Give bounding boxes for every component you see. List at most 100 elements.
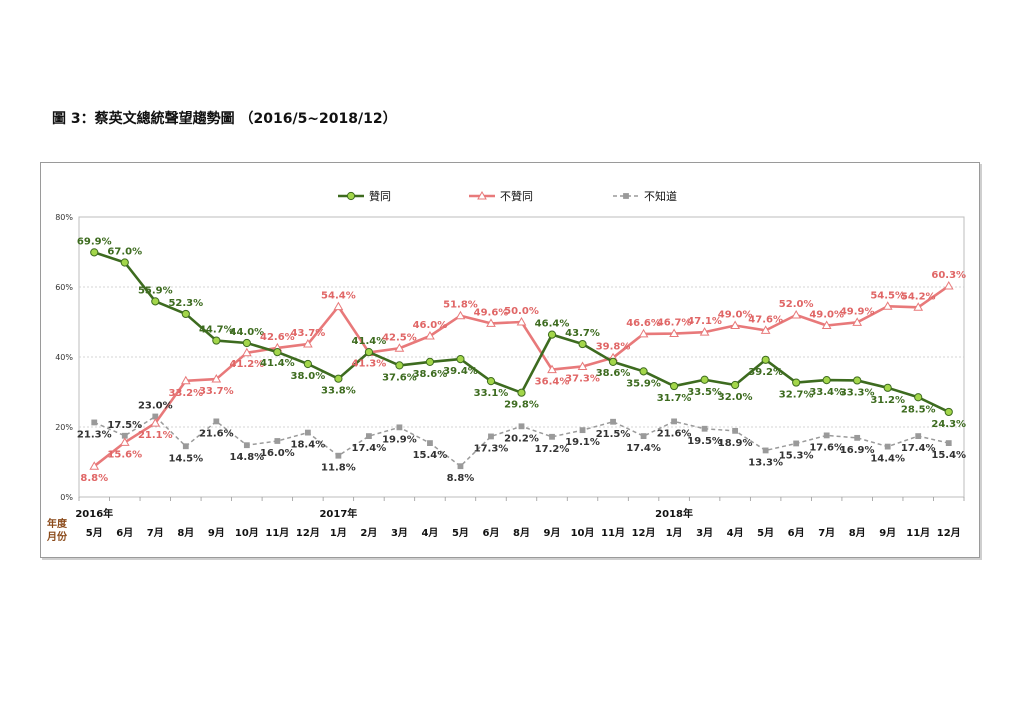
legend-label: 不知道 xyxy=(644,189,677,203)
data-point xyxy=(486,377,496,386)
data-label: 19.5% xyxy=(687,436,722,447)
data-label: 17.4% xyxy=(352,443,387,454)
data-point xyxy=(303,339,313,348)
data-point xyxy=(671,418,677,425)
data-label: 19.9% xyxy=(382,434,417,445)
data-point xyxy=(547,330,557,339)
legend: 贊同 不贊同 不知道 xyxy=(338,189,677,203)
data-point xyxy=(823,432,830,439)
data-point xyxy=(395,361,404,370)
data-point xyxy=(701,425,708,432)
x-tick-label: 6月 xyxy=(788,527,805,539)
x-tick-label: 5月 xyxy=(86,527,103,539)
data-label: 16.9% xyxy=(840,445,875,456)
data-label: 67.0% xyxy=(107,247,142,258)
data-label: 21.5% xyxy=(596,429,631,440)
data-point xyxy=(181,309,190,319)
chart-heading: 圖 3：蔡英文總統聲望趨勢圖 （2016/5~2018/12） xyxy=(52,111,397,127)
data-point xyxy=(486,318,496,327)
data-label: 21.3% xyxy=(77,429,112,440)
data-point xyxy=(90,248,99,257)
data-point xyxy=(213,418,220,425)
data-point xyxy=(699,327,710,336)
data-point xyxy=(151,297,160,306)
data-label: 14.5% xyxy=(168,453,203,464)
data-label: 54.2% xyxy=(901,291,936,302)
data-label: 20.2% xyxy=(504,433,539,444)
legend-marker xyxy=(477,190,487,200)
data-point xyxy=(578,339,587,349)
data-point xyxy=(669,381,679,391)
data-point xyxy=(913,302,924,311)
data-point xyxy=(333,301,344,311)
x-year-label: 2016年 xyxy=(75,507,113,520)
data-point xyxy=(488,433,494,440)
data-point xyxy=(914,393,923,402)
y-tick-label: 20% xyxy=(55,423,73,432)
x-tick-label: 1月 xyxy=(666,527,683,539)
data-point xyxy=(821,320,832,329)
data-label: 46.0% xyxy=(413,320,448,331)
data-point xyxy=(760,325,771,334)
data-label: 33.1% xyxy=(474,388,509,399)
data-label: 42.5% xyxy=(382,332,417,343)
data-point xyxy=(853,376,862,385)
x-year-label: 2018年 xyxy=(655,507,693,520)
y-tick-label: 80% xyxy=(55,213,73,222)
data-point xyxy=(427,440,433,447)
data-point xyxy=(608,357,618,366)
data-label: 54.5% xyxy=(870,290,905,301)
x-tick-label: 2月 xyxy=(360,527,377,539)
data-label: 32.7% xyxy=(779,390,814,401)
data-label: 33.8% xyxy=(321,386,356,397)
x-tick-label: 11月 xyxy=(601,527,625,539)
data-label: 37.6% xyxy=(382,372,417,383)
data-label: 36.4% xyxy=(535,377,570,388)
data-label: 44.7% xyxy=(199,325,234,336)
data-point xyxy=(792,378,801,387)
data-label: 46.7% xyxy=(657,318,692,329)
data-label: 32.0% xyxy=(718,392,753,403)
data-label: 15.4% xyxy=(413,450,448,461)
x-tick-label: 7月 xyxy=(818,527,835,539)
data-label: 33.3% xyxy=(840,387,875,398)
x-tick-label: 6月 xyxy=(116,527,133,539)
data-point xyxy=(425,330,435,340)
data-point xyxy=(730,320,740,329)
x-row-label-year: 年度 xyxy=(47,517,68,530)
data-point xyxy=(455,310,466,320)
data-label: 49.9% xyxy=(840,306,875,317)
x-tick-label: 12月 xyxy=(296,527,320,539)
data-point xyxy=(456,355,465,364)
legend-marker xyxy=(346,191,356,201)
data-point xyxy=(731,380,740,390)
x-row-label-month: 月份 xyxy=(46,530,68,543)
data-label: 52.0% xyxy=(779,299,814,310)
data-label: 21.6% xyxy=(657,428,692,439)
data-point xyxy=(182,443,189,450)
data-point xyxy=(457,463,464,470)
x-tick-label: 5月 xyxy=(452,527,469,539)
data-label: 46.4% xyxy=(535,319,570,330)
data-point xyxy=(761,355,770,364)
data-point xyxy=(762,447,769,454)
data-label: 17.2% xyxy=(535,444,570,455)
data-point xyxy=(366,433,372,440)
x-tick-label: 5月 xyxy=(757,527,774,539)
legend-label: 不贊同 xyxy=(500,189,533,203)
data-label: 33.5% xyxy=(687,387,722,398)
data-point xyxy=(638,328,649,338)
data-label: 33.4% xyxy=(809,387,844,398)
data-point xyxy=(119,437,130,446)
data-point xyxy=(212,336,221,345)
data-point xyxy=(180,375,191,385)
data-label: 43.7% xyxy=(291,328,326,339)
chart-frame: 贊同 不贊同 不知道 0% 20% 40% 60% 80% 5月 6月 7月 8月 9月 10月 11月… xyxy=(40,162,980,558)
data-label: 21.6% xyxy=(199,428,234,439)
data-point xyxy=(517,388,526,397)
series-lines xyxy=(89,248,954,470)
data-label: 19.1% xyxy=(565,437,600,448)
data-point xyxy=(274,438,281,444)
data-label: 18.4% xyxy=(291,440,326,451)
data-label: 49.6% xyxy=(474,307,509,318)
